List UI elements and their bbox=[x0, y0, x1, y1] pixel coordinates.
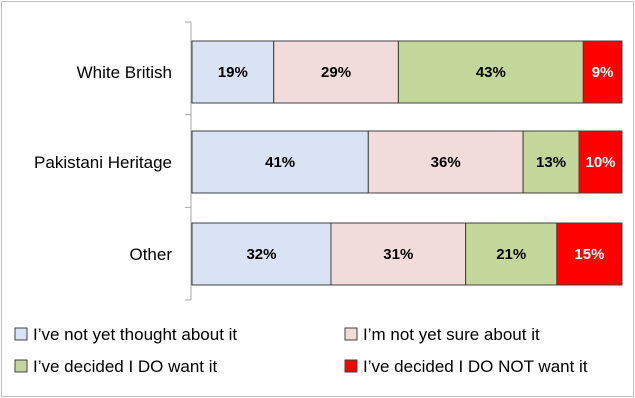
legend-entry: I’ve decided I DO NOT want it bbox=[344, 357, 588, 376]
legend-entry: I’ve decided I DO want it bbox=[14, 357, 218, 376]
bar-segment bbox=[191, 130, 369, 194]
category-label: Other bbox=[129, 245, 172, 264]
bar-segment bbox=[582, 40, 623, 104]
data-label: 9% bbox=[592, 64, 614, 81]
legend-swatch bbox=[344, 327, 358, 341]
bar-segment bbox=[556, 222, 623, 286]
legend-swatch bbox=[14, 327, 28, 341]
data-label: 32% bbox=[246, 246, 276, 263]
data-label: 19% bbox=[218, 64, 248, 81]
legend: I’ve not yet thought about it I’m not yet… bbox=[14, 325, 588, 376]
category-label: White British bbox=[77, 63, 172, 82]
legend-label: I’ve decided I DO want it bbox=[33, 357, 218, 376]
legend-label: I’m not yet sure about it bbox=[363, 325, 540, 344]
data-label: 29% bbox=[321, 64, 351, 81]
legend-label: I’ve not yet thought about it bbox=[33, 325, 237, 344]
bar-segment bbox=[397, 40, 584, 104]
bar-segment bbox=[191, 222, 332, 286]
legend-swatch bbox=[344, 359, 358, 373]
data-label: 13% bbox=[536, 154, 566, 171]
data-label: 41% bbox=[265, 154, 295, 171]
legend-entry: I’ve not yet thought about it bbox=[14, 325, 237, 344]
legend-swatch bbox=[14, 359, 28, 373]
legend-label: I’ve decided I DO NOT want it bbox=[363, 357, 588, 376]
data-label: 10% bbox=[585, 154, 615, 171]
data-label: 21% bbox=[496, 246, 526, 263]
bar-segment bbox=[273, 40, 399, 104]
data-label: 43% bbox=[476, 64, 506, 81]
category-axis bbox=[185, 21, 192, 301]
legend-entry: I’m not yet sure about it bbox=[344, 325, 540, 344]
data-label: 31% bbox=[383, 246, 413, 263]
bar-segment bbox=[191, 40, 275, 104]
category-labels: White British Pakistani Heritage Other bbox=[34, 63, 172, 264]
data-label: 36% bbox=[431, 154, 461, 171]
bar-segment bbox=[367, 130, 524, 194]
bar-segment bbox=[578, 130, 623, 194]
category-label: Pakistani Heritage bbox=[34, 153, 172, 172]
bars: 19% 29% 43% 9% 41% 36% 13% 10% 32% 31% 21% 15% bbox=[191, 40, 623, 286]
bar-segment bbox=[330, 222, 467, 286]
data-label: 15% bbox=[574, 246, 604, 263]
